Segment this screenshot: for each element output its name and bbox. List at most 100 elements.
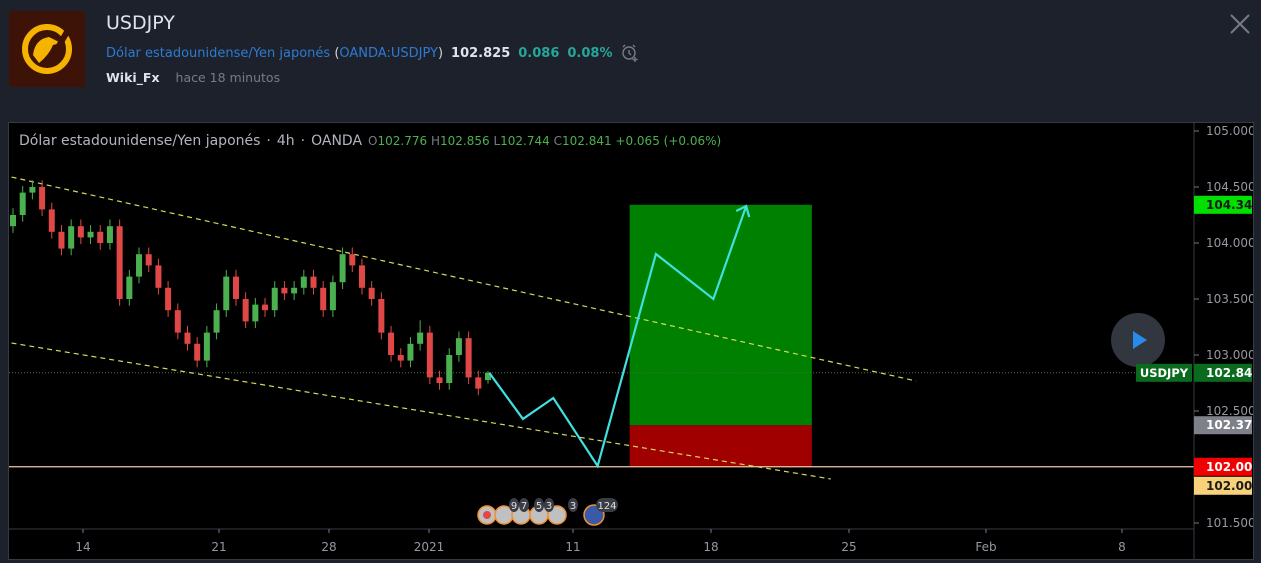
time-tick-label: 28 bbox=[321, 540, 336, 554]
price-tick-label: 104.000 bbox=[1206, 236, 1253, 250]
symbol-price: 102.825 bbox=[451, 45, 511, 61]
legend-exchange: OANDA bbox=[311, 133, 363, 149]
symbol-line: Dólar estadounidense/Yen japonés (OANDA:… bbox=[106, 43, 640, 63]
candle-body bbox=[77, 226, 84, 238]
candle-body bbox=[174, 310, 181, 333]
event-flag-icon bbox=[547, 505, 567, 525]
candle-body bbox=[87, 231, 94, 238]
event-count: 7 bbox=[521, 501, 527, 512]
time-tick-label: 8 bbox=[1118, 540, 1126, 554]
symbol-change: 0.086 bbox=[518, 45, 560, 61]
price-label-text: 104.341 bbox=[1206, 198, 1253, 212]
candle-body bbox=[388, 332, 395, 355]
alarm-clock-plus-icon[interactable] bbox=[620, 43, 640, 63]
price-label-text: 102.002 bbox=[1206, 460, 1253, 474]
author-logo bbox=[9, 11, 85, 87]
candle-body bbox=[126, 276, 133, 299]
time-tick-label: Feb bbox=[975, 540, 996, 554]
idea-meta: Wiki_Fx hace 18 minutos bbox=[106, 70, 280, 85]
candle-body bbox=[300, 276, 307, 288]
candle-body bbox=[291, 287, 298, 294]
candle-body bbox=[320, 287, 327, 311]
event-count: 124 bbox=[597, 501, 616, 512]
event-count-badge bbox=[596, 498, 618, 512]
candle-body bbox=[116, 226, 123, 299]
symbol-name-link[interactable]: Dólar estadounidense/Yen japonés bbox=[106, 45, 331, 61]
event-count: 3 bbox=[546, 501, 552, 512]
symbol-change-pct: 0.08% bbox=[567, 45, 613, 61]
candle-body bbox=[106, 226, 113, 243]
candle-body bbox=[446, 355, 453, 383]
chart-canvas[interactable]: 9 7 5 3 3 124105.000104.500104.000103.500103.… bbox=[9, 123, 1253, 559]
time-tick-label: 11 bbox=[565, 540, 580, 554]
event-count: 3 bbox=[570, 501, 576, 512]
candle-body bbox=[252, 304, 259, 322]
candle-body bbox=[145, 254, 152, 266]
idea-title: USDJPY bbox=[106, 12, 175, 34]
candle-body bbox=[194, 343, 201, 361]
event-count-badge bbox=[544, 498, 554, 512]
candle-body bbox=[203, 332, 210, 361]
plot-area bbox=[9, 176, 1194, 480]
event-count-badge bbox=[534, 498, 544, 512]
price-tick-label: 104.500 bbox=[1206, 180, 1253, 194]
candle-body bbox=[10, 215, 16, 227]
candle-body bbox=[368, 287, 375, 299]
price-tick-label: 101.500 bbox=[1206, 516, 1253, 530]
price-label-text: 102.373 bbox=[1206, 418, 1253, 432]
time-tick-label: 25 bbox=[841, 540, 856, 554]
candle-body bbox=[262, 304, 269, 311]
candle-body bbox=[417, 332, 424, 344]
candle-body bbox=[407, 343, 414, 361]
candle-body bbox=[475, 377, 482, 389]
symbol-tag bbox=[1136, 363, 1192, 382]
price-tick-label: 103.000 bbox=[1206, 348, 1253, 362]
event-count: 5 bbox=[536, 501, 542, 512]
event-count-badge bbox=[509, 498, 519, 512]
candle-body bbox=[68, 226, 75, 249]
japan-flag-icon bbox=[483, 511, 491, 519]
candle-body bbox=[271, 287, 278, 311]
projection-path bbox=[488, 205, 748, 469]
legend-interval: 4h bbox=[276, 133, 295, 149]
candle-body bbox=[29, 187, 36, 193]
candle-body bbox=[465, 338, 472, 378]
price-tick-label: 102.500 bbox=[1206, 404, 1253, 418]
price-label bbox=[1194, 195, 1252, 214]
candle-body bbox=[242, 299, 249, 322]
price-label bbox=[1194, 416, 1252, 435]
event-count: 9 bbox=[511, 501, 517, 512]
price-label bbox=[1194, 476, 1252, 495]
candle-body bbox=[19, 192, 26, 215]
price-label bbox=[1194, 363, 1252, 382]
author-link[interactable]: Wiki_Fx bbox=[106, 70, 160, 85]
symbol-tag-text: USDJPY bbox=[1140, 366, 1189, 380]
candle-body bbox=[281, 287, 288, 294]
candle-body bbox=[39, 187, 46, 210]
candle-body bbox=[455, 338, 462, 355]
candle-body bbox=[426, 332, 433, 378]
eagle-logo bbox=[22, 24, 72, 74]
candle-body bbox=[213, 310, 220, 333]
price-tick-label: 103.500 bbox=[1206, 292, 1253, 306]
candle-body bbox=[358, 265, 365, 288]
candle-body bbox=[485, 372, 491, 381]
symbol-code-link[interactable]: OANDA:USDJPY bbox=[339, 45, 438, 61]
candle-body bbox=[184, 332, 191, 344]
close-icon[interactable] bbox=[1228, 12, 1252, 36]
chart-panel[interactable]: 9 7 5 3 3 124 105.000 104.500 104.000 103.500 103.… bbox=[8, 122, 1254, 560]
candle-body bbox=[329, 282, 336, 311]
candle-body bbox=[397, 355, 404, 361]
time-tick-label: 14 bbox=[75, 540, 90, 554]
event-count-badge bbox=[568, 498, 578, 512]
candle-body bbox=[339, 254, 346, 283]
candle-body bbox=[136, 254, 143, 277]
channel-trend-line bbox=[11, 176, 917, 382]
candle-body bbox=[48, 209, 55, 232]
candle-body bbox=[349, 254, 356, 266]
projection-arrowhead bbox=[735, 204, 751, 218]
chart-legend: Dólar estadounidense/Yen japonés · 4h · OA… bbox=[19, 133, 722, 149]
time-tick-label: 18 bbox=[703, 540, 718, 554]
publish-time: hace 18 minutos bbox=[175, 70, 281, 85]
candle-body bbox=[155, 265, 162, 288]
